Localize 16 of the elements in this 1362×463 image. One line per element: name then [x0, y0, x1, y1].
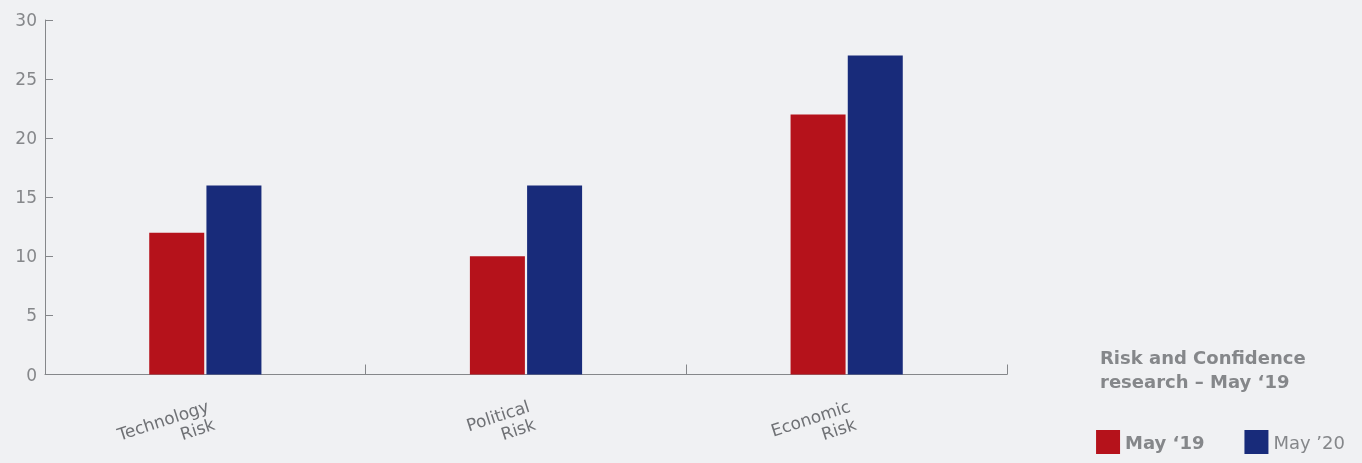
bar — [149, 232, 205, 375]
legend-label: May ’20 — [1273, 431, 1345, 453]
y-tick-label: 0 — [26, 364, 37, 385]
bar — [847, 55, 903, 375]
y-tick-label: 25 — [15, 69, 37, 90]
y-tick-label: 10 — [15, 246, 37, 267]
bar — [206, 185, 262, 375]
y-tick-label: 5 — [26, 305, 37, 326]
y-tick-label: 20 — [15, 128, 37, 149]
bar — [469, 256, 525, 375]
legend-label: May ‘19 — [1125, 431, 1205, 453]
bar — [527, 185, 583, 375]
bar — [790, 114, 846, 375]
text: Risk and Confidence research – May ‘19 — [1100, 346, 1312, 392]
y-tick-label: 15 — [15, 187, 37, 208]
y-tick-label: 30 — [15, 10, 37, 30]
